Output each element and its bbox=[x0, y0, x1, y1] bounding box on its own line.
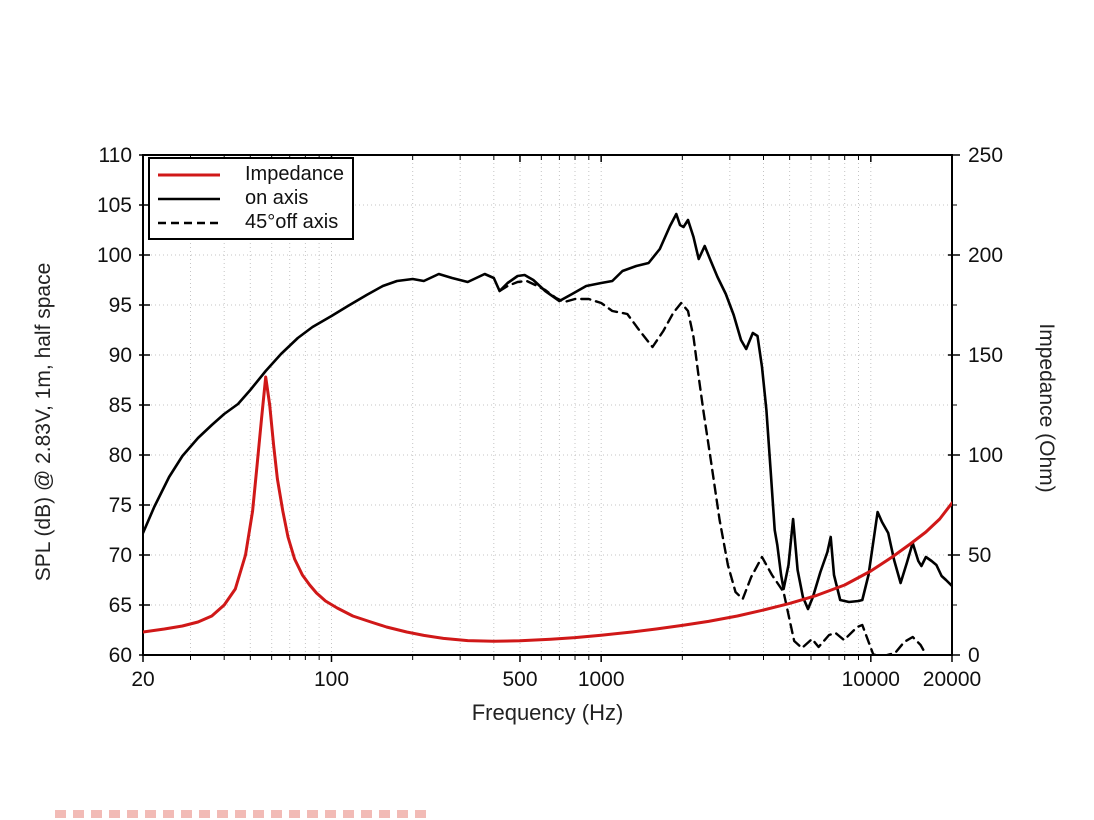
legend: Impedance on axis 45°off axis bbox=[148, 157, 354, 240]
series-off-axis-45 bbox=[498, 279, 927, 655]
y-axis-title-right: Impedance (Ohm) bbox=[1035, 323, 1058, 493]
y-left-tick-label: 90 bbox=[109, 344, 132, 367]
x-tick-label: 20000 bbox=[923, 668, 981, 691]
y-right-tick-label: 250 bbox=[968, 144, 1003, 167]
y-right-tick-label: 200 bbox=[968, 244, 1003, 267]
legend-swatch-on-axis bbox=[157, 192, 221, 204]
legend-label-on-axis: on axis bbox=[245, 186, 309, 209]
series-on-axis bbox=[143, 212, 952, 611]
x-tick-label: 10000 bbox=[842, 668, 900, 691]
series-impedance bbox=[143, 375, 952, 643]
y-left-tick-label: 60 bbox=[109, 644, 132, 667]
y-left-tick-label: 75 bbox=[109, 494, 132, 517]
y-left-tick-label: 95 bbox=[109, 294, 132, 317]
x-axis-title: Frequency (Hz) bbox=[471, 700, 624, 725]
y-right-tick-label: 50 bbox=[968, 544, 991, 567]
cropped-watermark-text bbox=[55, 810, 427, 818]
y-right-tick-label: 0 bbox=[968, 644, 980, 667]
y-left-tick-label: 110 bbox=[99, 144, 132, 167]
plot-border bbox=[142, 154, 953, 656]
y-axis-title-left: SPL (dB) @ 2.83V, 1m, half space bbox=[32, 262, 55, 582]
y-left-tick-label: 105 bbox=[97, 194, 132, 217]
x-tick-label: 500 bbox=[502, 668, 537, 691]
legend-item-off-axis-45: 45°off axis bbox=[150, 210, 352, 234]
y-left-tick-label: 80 bbox=[109, 444, 132, 467]
legend-item-impedance: Impedance bbox=[150, 162, 352, 186]
y-left-tick-label: 85 bbox=[109, 394, 132, 417]
y-left-tick-label: 65 bbox=[109, 594, 132, 617]
x-tick-label: 1000 bbox=[578, 668, 625, 691]
legend-swatch-impedance bbox=[157, 168, 221, 180]
legend-label-off-axis-45: 45°off axis bbox=[245, 210, 339, 233]
legend-label-impedance: Impedance bbox=[245, 162, 344, 185]
y-left-tick-label: 70 bbox=[109, 544, 132, 567]
x-tick-label: 100 bbox=[314, 668, 349, 691]
x-tick-label: 20 bbox=[131, 668, 154, 691]
legend-item-on-axis: on axis bbox=[150, 186, 352, 210]
y-left-tick-label: 100 bbox=[97, 244, 132, 267]
y-right-tick-label: 150 bbox=[968, 344, 1003, 367]
y-right-tick-label: 100 bbox=[968, 444, 1003, 467]
legend-swatch-off-axis-45 bbox=[157, 216, 221, 228]
